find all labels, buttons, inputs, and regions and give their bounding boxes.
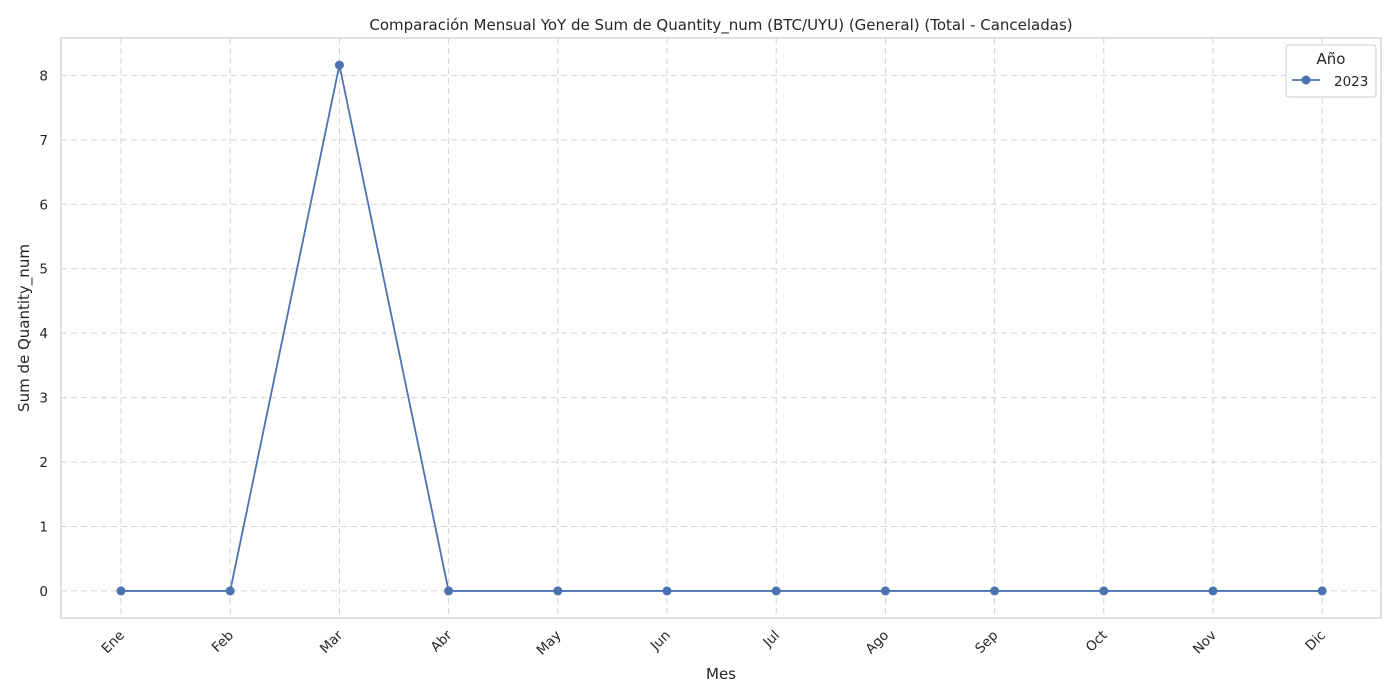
x-tick-label: Abr (428, 627, 456, 655)
y-tick-label: 2 (39, 455, 48, 471)
chart-title: Comparación Mensual YoY de Sum de Quanti… (369, 16, 1072, 35)
x-axis-label: Mes (706, 665, 736, 683)
x-tick-label: Jul (759, 628, 783, 652)
data-point (444, 586, 454, 596)
y-tick-label: 3 (39, 391, 48, 407)
x-tick-label: Feb (209, 628, 237, 656)
x-tick-label: Ene (99, 628, 128, 657)
data-point (880, 586, 890, 596)
data-point (1099, 586, 1109, 596)
x-tick-label: May (534, 628, 565, 659)
x-tick-label: Ago (862, 628, 892, 658)
legend-series-marker (1301, 75, 1311, 85)
x-tick-label: Jun (647, 628, 674, 655)
legend-title: Año (1317, 50, 1346, 68)
legend-series-label: 2023 (1334, 74, 1368, 90)
y-tick-label: 1 (39, 519, 48, 535)
data-point (116, 586, 126, 596)
grid (61, 38, 1381, 618)
y-tick-label: 5 (39, 262, 48, 278)
y-tick-label: 4 (39, 326, 48, 342)
y-tick-label: 8 (39, 68, 48, 84)
data-point (1208, 586, 1218, 596)
plot-frame (60, 37, 1382, 619)
x-axis-ticks: Ene Feb Mar Abr May Jun Jul Ago Sep Oct Nov Dic (99, 627, 1329, 658)
data-point (990, 586, 1000, 596)
data-point (225, 586, 235, 596)
x-tick-label: Sep (972, 628, 1001, 657)
series-layer (116, 60, 1327, 596)
y-tick-label: 6 (39, 197, 48, 213)
series-line (121, 64, 1323, 592)
legend: Año 2023 (1285, 44, 1377, 98)
y-axis-ticks: 0 1 2 3 4 5 6 7 8 (39, 68, 48, 600)
data-point (1317, 586, 1327, 596)
y-tick-label: 7 (39, 133, 48, 149)
x-tick-label: Nov (1190, 628, 1220, 658)
y-tick-label: 0 (39, 584, 48, 600)
data-point (662, 586, 672, 596)
x-tick-label: Oct (1083, 628, 1111, 656)
x-tick-label: Dic (1302, 628, 1329, 655)
data-point (553, 586, 563, 596)
legend-box (1285, 44, 1377, 98)
data-point (334, 60, 344, 70)
x-tick-label: Mar (317, 627, 347, 657)
y-axis-label: Sum de Quantity_num (15, 244, 34, 412)
data-point (771, 586, 781, 596)
